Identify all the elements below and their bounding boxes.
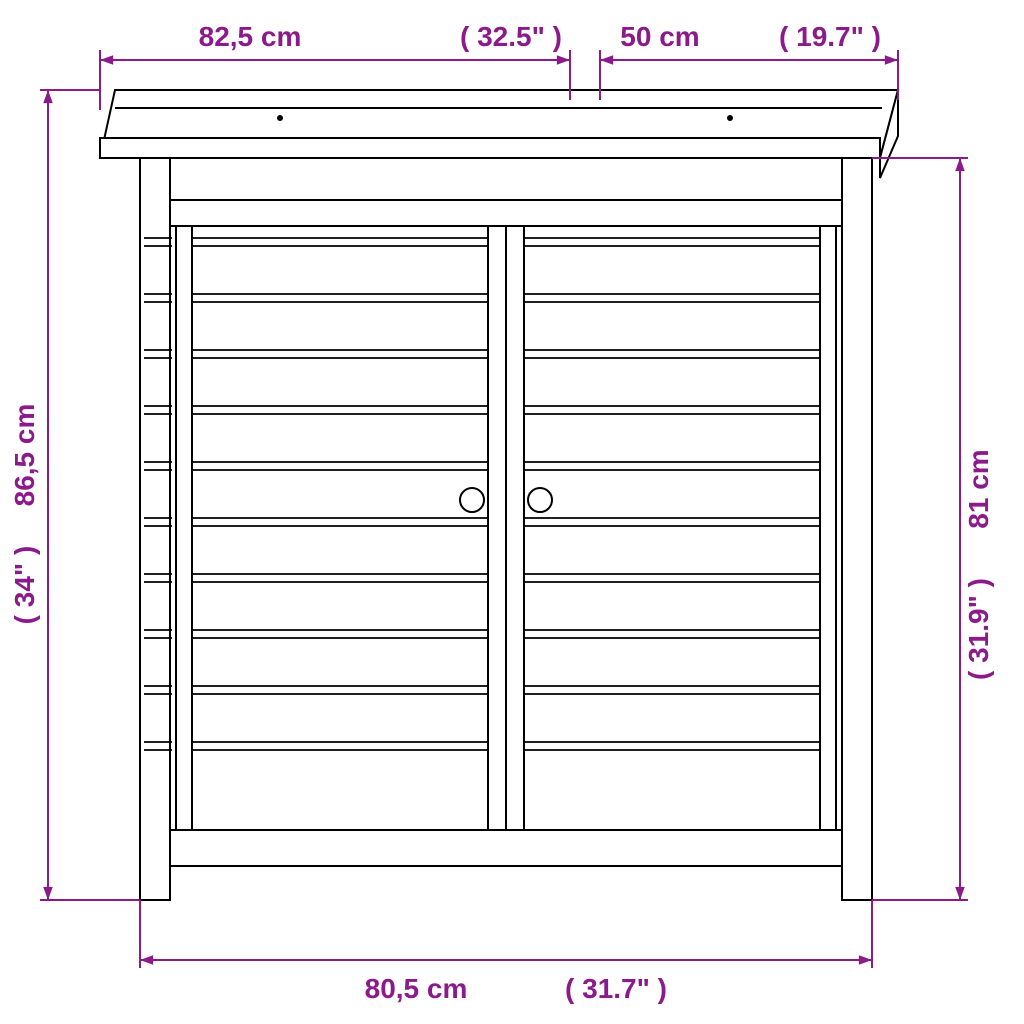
svg-text:( 34" ): ( 34" ): [9, 546, 40, 625]
svg-text:( 31.9" ): ( 31.9" ): [963, 578, 994, 680]
label-top-width: 82,5 cm ( 32.5" ): [199, 21, 562, 52]
dim-right-height: [872, 158, 968, 900]
svg-text:86,5 cm: 86,5 cm: [9, 404, 40, 507]
right-leg: [842, 158, 872, 900]
dim-bottom-width: [140, 900, 872, 968]
bottom-rail: [170, 830, 842, 866]
svg-text:( 19.7" ): ( 19.7" ): [779, 21, 881, 52]
svg-text:50 cm: 50 cm: [620, 21, 699, 52]
svg-text:81 cm: 81 cm: [963, 449, 994, 528]
svg-text:( 32.5" ): ( 32.5" ): [460, 21, 562, 52]
label-right-height: 81 cm ( 31.9" ): [963, 449, 994, 680]
dim-left-height: [40, 90, 140, 900]
dimension-diagram: 82,5 cm ( 32.5" ) 50 cm ( 19.7" ) 86,5 cm ( 3…: [0, 0, 1024, 1024]
svg-text:80,5 cm: 80,5 cm: [365, 973, 468, 1004]
cabinet-drawing: [100, 90, 898, 900]
left-knob: [460, 488, 484, 512]
svg-text:( 31.7" ): ( 31.7" ): [565, 973, 667, 1004]
right-knob: [528, 488, 552, 512]
label-top-depth: 50 cm ( 19.7" ): [620, 21, 881, 52]
label-left-height: 86,5 cm ( 34" ): [9, 404, 40, 625]
svg-text:82,5 cm: 82,5 cm: [199, 21, 302, 52]
label-bottom-width: 80,5 cm ( 31.7" ): [365, 973, 667, 1004]
left-leg: [140, 158, 170, 900]
